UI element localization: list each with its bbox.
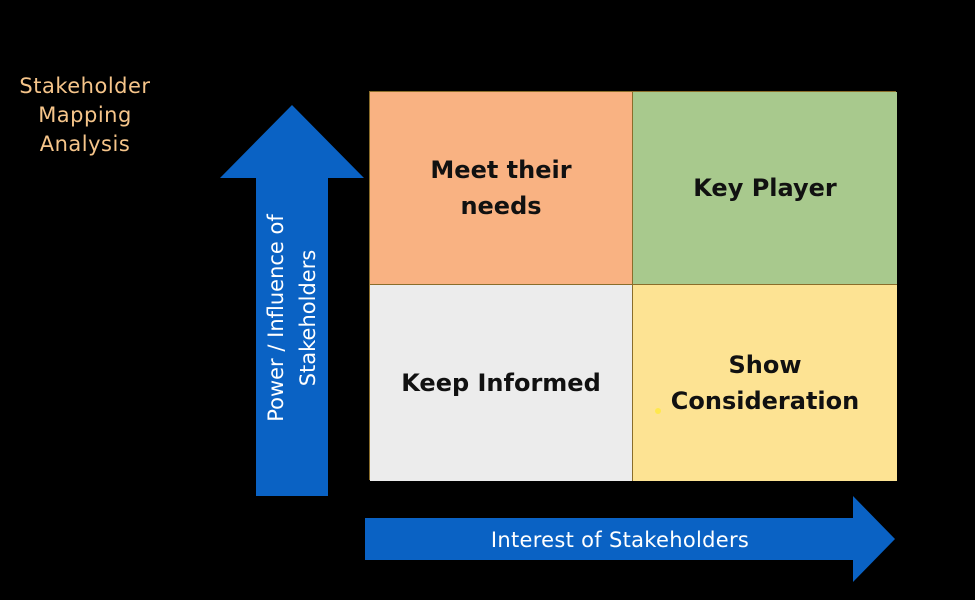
quadrant-show-consideration: Show Consideration [633,285,897,481]
diagram-title: Stakeholder Mapping Analysis [0,72,170,159]
stakeholder-matrix: Meet their needs Key Player Keep Informe… [369,91,897,481]
title-line-3: Analysis [39,132,131,156]
vertical-arrow [220,105,364,496]
title-line-1: Stakeholder [19,74,151,98]
horizontal-axis-label: Interest of Stakeholders [490,528,750,552]
quadrant-keep-informed: Keep Informed [370,285,633,481]
vertical-axis-label: Power / Influence of Stakeholders [264,214,320,422]
quadrant-key-player: Key Player [633,92,897,285]
quadrant-meet-their-needs: Meet their needs [370,92,633,285]
title-line-2: Mapping [38,103,132,127]
horizontal-arrow [365,496,895,582]
mouse-cursor-icon [655,408,661,414]
